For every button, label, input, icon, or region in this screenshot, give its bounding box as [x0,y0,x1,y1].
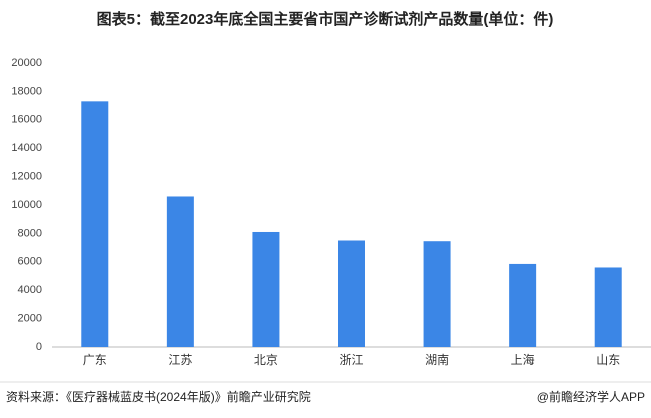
x-tick-label: 广东 [83,353,107,367]
x-tick-label: 湖南 [425,352,449,367]
y-tick-label: 18000 [11,85,42,97]
y-tick-label: 14000 [11,142,42,154]
chart-title: 图表5：截至2023年底全国主要省市国产诊断试剂产品数量(单位：件) [97,10,554,28]
y-tick-label: 20000 [11,57,42,69]
x-tick-label: 北京 [254,353,278,367]
x-tick-label: 江苏 [168,353,192,367]
bar [338,240,365,347]
x-tick-label: 山东 [596,353,620,367]
y-tick-label: 4000 [18,284,42,296]
bar [252,231,280,347]
y-tick-label: 12000 [11,171,42,183]
y-tick-label: 0 [36,341,42,353]
bar [594,267,622,347]
x-tick-label: 浙江 [339,353,363,367]
bar [166,196,194,347]
credit: @前瞻经济学人APP [537,389,645,404]
bar [509,263,537,347]
y-tick-label: 16000 [11,114,42,126]
x-tick-label: 上海 [511,352,535,367]
y-tick-label: 8000 [18,227,42,239]
source-note: 资料来源：《医疗器械蓝皮书(2024年版)》前瞻产业研究院 [6,389,311,404]
y-tick-label: 10000 [11,199,42,211]
bar [81,101,109,347]
bar [423,241,451,347]
y-tick-label: 6000 [18,256,42,268]
y-tick-label: 2000 [18,313,42,325]
